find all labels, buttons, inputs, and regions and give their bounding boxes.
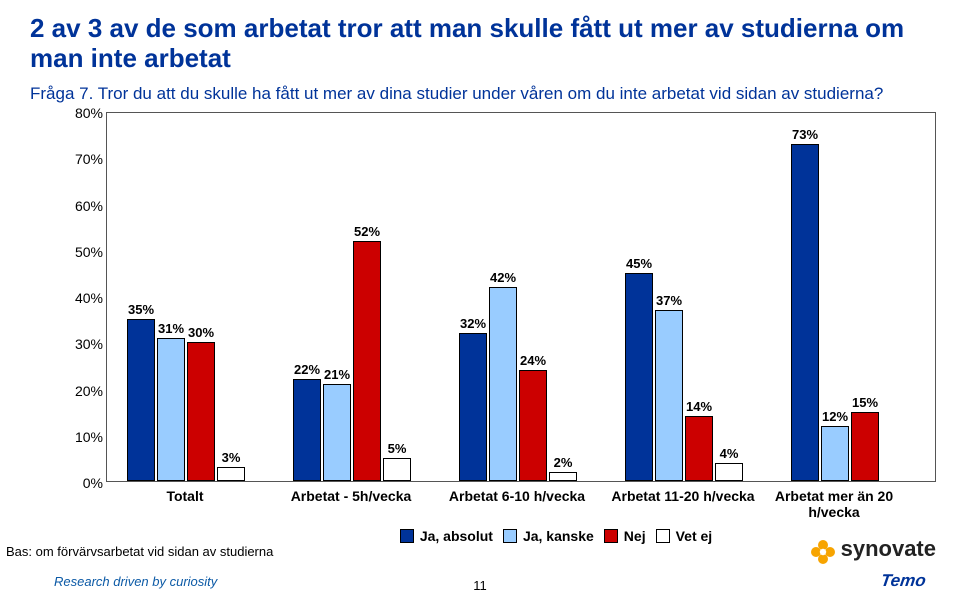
bar: 22% [293, 379, 321, 481]
bar-value-label: 37% [656, 293, 682, 308]
bar-chart: 0%10%20%30%40%50%60%70%80% 35%31%30%3%22… [106, 112, 936, 482]
y-tick-label: 50% [75, 244, 103, 260]
y-tick-label: 80% [75, 105, 103, 121]
bar: 21% [323, 384, 351, 481]
legend-item: Nej [604, 528, 646, 544]
legend-label: Ja, kanske [523, 528, 594, 544]
bar-value-label: 30% [188, 325, 214, 340]
bar: 4% [715, 463, 743, 482]
bar-value-label: 5% [384, 441, 410, 456]
legend-item: Ja, kanske [503, 528, 594, 544]
bar: 52% [353, 241, 381, 482]
y-tick-label: 30% [75, 336, 103, 352]
temo-logo: Temo [880, 571, 928, 591]
y-axis: 0%10%20%30%40%50%60%70%80% [61, 113, 107, 481]
bar: 24% [519, 370, 547, 481]
bar-value-label: 35% [128, 302, 154, 317]
y-tick-label: 0% [83, 475, 103, 491]
plot-area: 35%31%30%3%22%21%52%5%32%42%24%2%45%37%1… [107, 113, 935, 481]
legend-label: Ja, absolut [420, 528, 493, 544]
bar: 12% [821, 426, 849, 482]
bar-value-label: 45% [626, 256, 652, 271]
bar: 42% [489, 287, 517, 481]
footnote: Bas: om förvärvsarbetat vid sidan av stu… [6, 544, 273, 559]
bar: 45% [625, 273, 653, 481]
bar-value-label: 22% [294, 362, 320, 377]
question-text: Fråga 7. Tror du att du skulle ha fått u… [0, 80, 960, 106]
bar-value-label: 2% [550, 455, 576, 470]
bar-value-label: 12% [822, 409, 848, 424]
bar: 37% [655, 310, 683, 481]
bar-value-label: 15% [852, 395, 878, 410]
legend-swatch [503, 529, 517, 543]
bar-value-label: 24% [520, 353, 546, 368]
bar-value-label: 73% [792, 127, 818, 142]
y-tick-label: 70% [75, 151, 103, 167]
bar: 73% [791, 144, 819, 482]
bar: 30% [187, 342, 215, 481]
legend-swatch [604, 529, 618, 543]
x-category-label: Arbetat mer än 20 h/vecka [759, 488, 909, 520]
bar: 32% [459, 333, 487, 481]
legend-swatch [656, 529, 670, 543]
y-tick-label: 10% [75, 429, 103, 445]
legend-item: Vet ej [656, 528, 713, 544]
bar-value-label: 14% [686, 399, 712, 414]
x-category-label: Arbetat 11-20 h/vecka [608, 488, 758, 504]
x-category-label: Arbetat 6-10 h/vecka [442, 488, 592, 504]
x-category-label: Arbetat - 5h/vecka [276, 488, 426, 504]
y-tick-label: 60% [75, 198, 103, 214]
x-category-label: Totalt [110, 488, 260, 504]
y-tick-label: 20% [75, 383, 103, 399]
legend-label: Vet ej [676, 528, 713, 544]
synovate-flower-icon [810, 539, 836, 565]
legend-item: Ja, absolut [400, 528, 493, 544]
bar-value-label: 52% [354, 224, 380, 239]
bar: 5% [383, 458, 411, 481]
bar-value-label: 42% [490, 270, 516, 285]
legend-label: Nej [624, 528, 646, 544]
y-tick-label: 40% [75, 290, 103, 306]
bar-value-label: 3% [218, 450, 244, 465]
bar-value-label: 31% [158, 321, 184, 336]
bar: 15% [851, 412, 879, 481]
bar: 3% [217, 467, 245, 481]
synovate-wordmark: synovate [841, 536, 936, 561]
page-title: 2 av 3 av de som arbetat tror att man sk… [0, 0, 960, 80]
bar: 14% [685, 416, 713, 481]
page-number: 11 [0, 578, 960, 593]
legend-swatch [400, 529, 414, 543]
bar: 31% [157, 338, 185, 481]
bar: 35% [127, 319, 155, 481]
bar-value-label: 32% [460, 316, 486, 331]
bar-value-label: 21% [324, 367, 350, 382]
synovate-logo: synovate [810, 536, 936, 565]
bar: 2% [549, 472, 577, 481]
bar-value-label: 4% [716, 446, 742, 461]
